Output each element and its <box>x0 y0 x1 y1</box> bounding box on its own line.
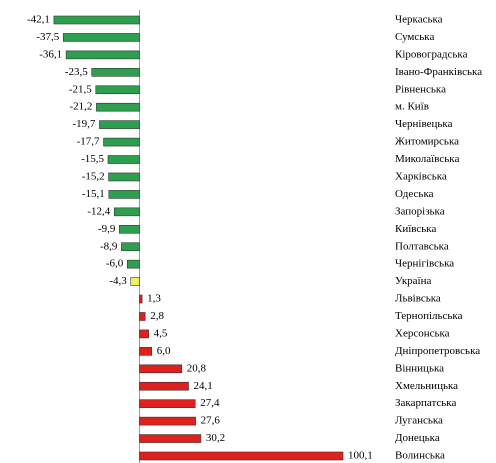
value-label: 27,4 <box>200 397 220 409</box>
category-label: Тернопільська <box>395 310 463 322</box>
bar <box>108 190 140 199</box>
category-label: Донецька <box>395 432 440 444</box>
bar <box>113 207 140 217</box>
category-label: Черкаська <box>395 14 443 26</box>
value-label: -9,9 <box>98 223 116 235</box>
value-label: -17,7 <box>77 136 100 148</box>
bar <box>65 50 140 60</box>
value-label: 30,2 <box>206 432 225 444</box>
value-label: -21,5 <box>69 83 92 95</box>
value-label: -12,4 <box>87 205 110 217</box>
bar <box>103 137 140 147</box>
bar <box>139 399 196 408</box>
category-label: Рівненська <box>395 83 446 95</box>
value-label: -6,0 <box>106 258 124 270</box>
bar <box>139 416 196 426</box>
bar <box>130 277 140 286</box>
category-label: Харківська <box>395 170 447 182</box>
value-label: -15,2 <box>82 170 105 182</box>
bar <box>108 172 140 182</box>
category-label: Чернігівська <box>395 258 454 270</box>
category-label: Чернівецька <box>395 118 453 130</box>
category-label: м. Київ <box>395 101 429 113</box>
bar <box>139 294 143 304</box>
category-label: Волинська <box>395 450 445 462</box>
bar <box>96 102 140 112</box>
category-label: Одеська <box>395 188 434 200</box>
category-label: Миколаївська <box>395 153 459 165</box>
bar <box>139 312 146 321</box>
category-label: Луганська <box>395 415 443 427</box>
category-label: Київська <box>395 223 436 235</box>
value-label: -8,9 <box>100 240 118 252</box>
bar <box>139 434 202 443</box>
value-label: 24,1 <box>193 380 212 392</box>
value-label: 20,8 <box>187 362 207 374</box>
value-label: 100,1 <box>348 450 373 462</box>
category-label: Херсонська <box>395 327 450 339</box>
category-label: Україна <box>395 275 431 287</box>
bar <box>62 33 140 42</box>
category-label: Житомирська <box>395 136 459 148</box>
value-label: 2,8 <box>150 310 164 322</box>
bar <box>119 224 140 234</box>
category-label: Хмельницька <box>395 380 458 392</box>
bar <box>91 68 140 77</box>
value-label: -37,5 <box>36 31 59 43</box>
category-label: Закарпатська <box>395 397 456 409</box>
value-label: -15,5 <box>81 153 104 165</box>
category-label: Івано-Франківська <box>395 66 482 78</box>
bar <box>99 120 140 129</box>
bar <box>139 451 344 461</box>
bar <box>53 15 140 25</box>
category-label: Дніпропетровська <box>395 345 480 357</box>
category-label: Вінницька <box>395 362 444 374</box>
value-label: -36,1 <box>39 48 62 60</box>
category-label: Сумська <box>395 31 434 43</box>
bar <box>139 329 149 339</box>
value-label: 1,3 <box>147 293 161 305</box>
bar <box>139 347 152 356</box>
bar <box>139 364 183 374</box>
category-label: Запорізька <box>395 205 445 217</box>
value-label: -19,7 <box>73 118 96 130</box>
category-label: Львівська <box>395 293 441 305</box>
category-label: Кіровоградська <box>395 48 468 60</box>
bar <box>139 381 189 391</box>
bar <box>95 85 140 95</box>
bar <box>127 259 140 269</box>
value-label: 4,5 <box>154 327 168 339</box>
value-label: -15,1 <box>82 188 105 200</box>
value-label: -21,2 <box>69 101 92 113</box>
bar <box>107 155 140 164</box>
value-label: -4,3 <box>109 275 127 287</box>
category-label: Полтавська <box>395 240 449 252</box>
value-label: -42,1 <box>27 14 50 26</box>
value-label: -23,5 <box>65 66 88 78</box>
value-label: 6,0 <box>157 345 171 357</box>
value-label: 27,6 <box>201 415 221 427</box>
bar <box>121 242 140 252</box>
